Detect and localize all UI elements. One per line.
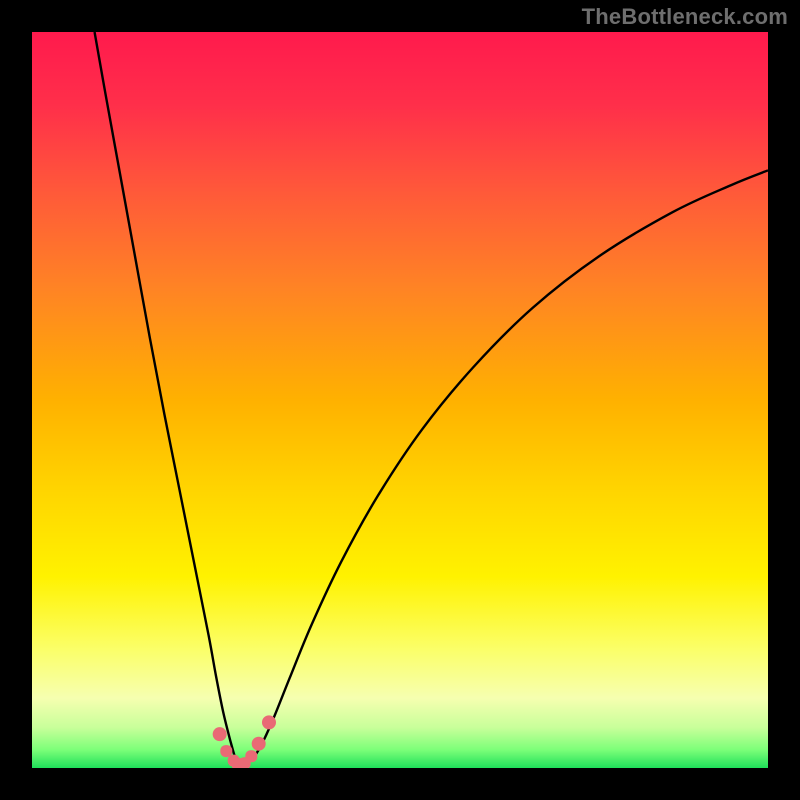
bottom-marker-segment (245, 750, 257, 762)
bottom-marker-dot (213, 727, 227, 741)
bottom-marker-dot (262, 715, 276, 729)
chart-svg (0, 0, 800, 800)
bottom-marker-dot (252, 737, 266, 751)
bottom-marker-segment (220, 745, 232, 757)
plot-area (32, 32, 768, 772)
plot-background-gradient (32, 32, 768, 768)
watermark-text: TheBottleneck.com (582, 4, 788, 30)
